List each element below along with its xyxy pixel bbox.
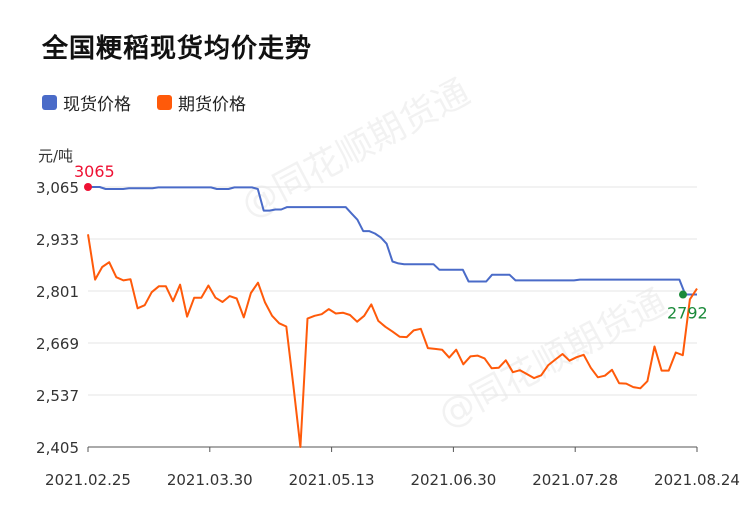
- y-tick-label: 2,537: [36, 387, 79, 405]
- annotation-label-1: 2792: [667, 304, 708, 323]
- chart-title: 全国粳稻现货均价走势: [42, 34, 313, 64]
- x-tick-label: 2021.08.24: [654, 471, 740, 489]
- legend-label-futures: 期货价格: [178, 95, 246, 115]
- legend-label-spot: 现货价格: [63, 95, 131, 115]
- y-tick-label: 2,933: [36, 231, 79, 249]
- y-tick-label: 2,669: [36, 335, 79, 353]
- y-tick-label: 2,801: [36, 283, 79, 301]
- annotation-label-0: 3065: [74, 162, 115, 181]
- y-tick-label: 3,065: [36, 179, 79, 197]
- annotation-point-0: [84, 183, 92, 191]
- x-tick-label: 2021.07.28: [532, 471, 618, 489]
- x-tick-label: 2021.03.30: [167, 471, 253, 489]
- series-line-1: [87, 234, 698, 448]
- legend-item-spot[interactable]: 现货价格: [42, 90, 131, 115]
- annotation-point-1: [679, 290, 687, 299]
- y-axis-unit: 元/吨: [38, 147, 73, 165]
- legend-swatch-spot: [42, 95, 57, 110]
- legend-item-futures[interactable]: 期货价格: [157, 90, 246, 115]
- x-tick-label: 2021.06.30: [410, 471, 496, 489]
- y-tick-label: 2,405: [36, 439, 79, 457]
- legend-swatch-futures: [157, 95, 172, 110]
- chart-legend: 现货价格 期货价格: [42, 90, 272, 115]
- x-tick-label: 2021.02.25: [45, 471, 131, 489]
- series-line-0: [88, 186, 697, 296]
- x-tick-label: 2021.05.13: [289, 471, 375, 489]
